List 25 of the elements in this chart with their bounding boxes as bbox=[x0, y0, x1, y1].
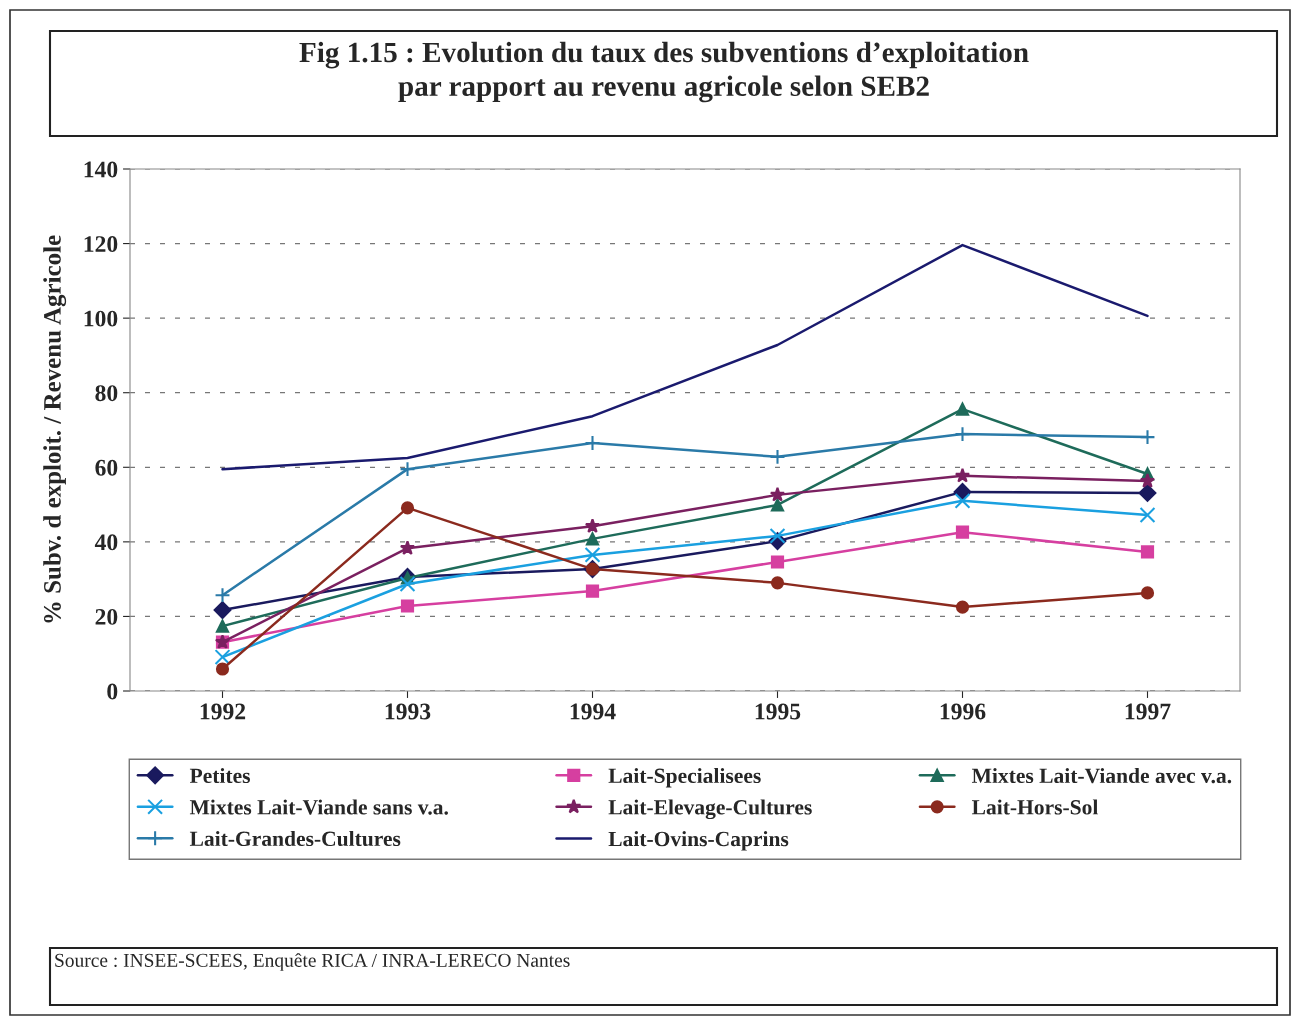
legend-label: Petites bbox=[189, 767, 250, 784]
y-tick-label: 120 bbox=[84, 236, 118, 252]
x-tick-label: 1994 bbox=[570, 703, 616, 720]
x-tick-label: 1996 bbox=[940, 703, 986, 720]
y-tick-label: 0 bbox=[107, 683, 118, 700]
legend-label: Lait-Specialisees bbox=[608, 767, 761, 788]
y-tick-label: 140 bbox=[84, 161, 118, 178]
legend-label: Mixtes Lait-Viande sans v.a. bbox=[189, 799, 448, 815]
y-axis-title: % Subv. d exploit. / Revenu Agricole bbox=[43, 235, 67, 623]
x-tick-label: 1993 bbox=[385, 703, 431, 720]
chart-title: Fig 1.15 : Evolution du taux des subventions d’exploitation par rapport au revenu agricole selon SEB2 bbox=[299, 41, 1029, 103]
legend-label: Lait-Ovins-Caprins bbox=[608, 831, 789, 851]
y-tick-label: 80 bbox=[95, 385, 118, 402]
x-tick-label: 1992 bbox=[200, 703, 246, 720]
x-tick-label: 1997 bbox=[1125, 703, 1171, 720]
y-tick-label: 60 bbox=[95, 459, 118, 476]
legend-label: Lait-Hors-Sol bbox=[971, 799, 1099, 815]
y-tick-label: 20 bbox=[95, 608, 118, 625]
y-tick-label: 100 bbox=[84, 310, 118, 327]
legend-label: Lait-Elevage-Cultures bbox=[608, 799, 812, 820]
source-note: Source : INSEE-SCEES, Enquête RICA / INRA-LERECO Nantes bbox=[55, 953, 570, 971]
legend-label: Lait-Grandes-Cultures bbox=[189, 830, 401, 847]
x-tick-label: 1995 bbox=[755, 703, 801, 720]
y-tick-label: 40 bbox=[94, 534, 118, 551]
legend-label: Mixtes Lait-Viande avec v.a. bbox=[971, 767, 1232, 784]
